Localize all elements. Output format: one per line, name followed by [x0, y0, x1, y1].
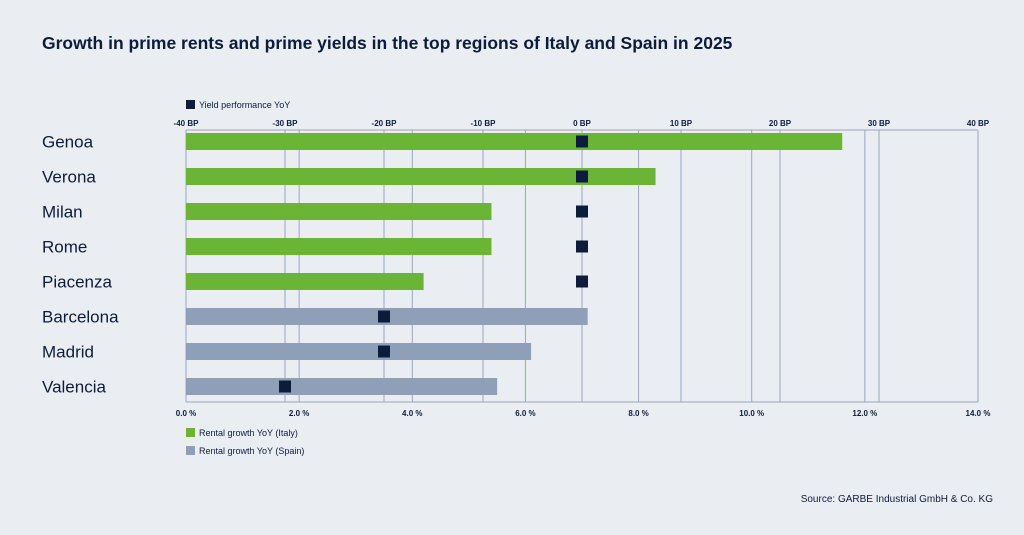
legend-label-italy: Rental growth YoY (Italy) [199, 428, 298, 438]
yield-marker-barcelona [378, 310, 390, 323]
top-tick-label: -30 BP [273, 119, 299, 128]
bottom-tick-label: 14.0 % [966, 409, 991, 418]
chart-title: Growth in prime rents and prime yields i… [42, 33, 733, 53]
category-label-verona: Verona [42, 168, 96, 187]
bottom-tick-label: 12.0 % [852, 409, 877, 418]
bar-madrid [186, 343, 532, 360]
yield-marker-valencia [279, 380, 291, 393]
legend-swatch-yield [186, 100, 195, 109]
bar-piacenza [186, 273, 424, 290]
top-tick-label: 40 BP [967, 119, 990, 128]
category-label-rome: Rome [42, 238, 87, 257]
bottom-tick-label: 0.0 % [176, 409, 196, 418]
category-label-madrid: Madrid [42, 343, 94, 362]
yield-marker-madrid [378, 345, 390, 358]
top-tick-label: 10 BP [670, 119, 693, 128]
top-tick-label: -40 BP [174, 119, 200, 128]
bottom-tick-label: 8.0 % [628, 409, 648, 418]
top-tick-label: 20 BP [769, 119, 792, 128]
top-tick-label: 0 BP [573, 119, 591, 128]
bar-genoa [186, 133, 843, 150]
bottom-tick-label: 4.0 % [402, 409, 422, 418]
legend-label-yield: Yield performance YoY [199, 100, 290, 110]
top-tick-label: -10 BP [471, 119, 497, 128]
bar-verona [186, 168, 656, 185]
yield-marker-piacenza [576, 275, 588, 288]
category-label-valencia: Valencia [42, 378, 106, 397]
top-tick-label: -20 BP [372, 119, 398, 128]
legend-swatch-italy [186, 428, 195, 437]
category-label-piacenza: Piacenza [42, 273, 112, 292]
category-label-milan: Milan [42, 203, 83, 222]
category-label-barcelona: Barcelona [42, 308, 119, 327]
bottom-tick-label: 6.0 % [515, 409, 535, 418]
top-tick-label: 30 BP [868, 119, 891, 128]
bar-rome [186, 238, 492, 255]
bottom-tick-label: 2.0 % [289, 409, 309, 418]
bar-milan [186, 203, 492, 220]
category-label-genoa: Genoa [42, 133, 94, 152]
bottom-tick-label: 10.0 % [739, 409, 764, 418]
legend-swatch-spain [186, 446, 195, 455]
yield-marker-genoa [576, 135, 588, 148]
bar-valencia [186, 378, 498, 395]
legend-label-spain: Rental growth YoY (Spain) [199, 446, 304, 456]
yield-marker-rome [576, 240, 588, 253]
source-note: Source: GARBE Industrial GmbH & Co. KG [800, 494, 993, 505]
yield-marker-milan [576, 205, 588, 218]
yield-marker-verona [576, 170, 588, 183]
